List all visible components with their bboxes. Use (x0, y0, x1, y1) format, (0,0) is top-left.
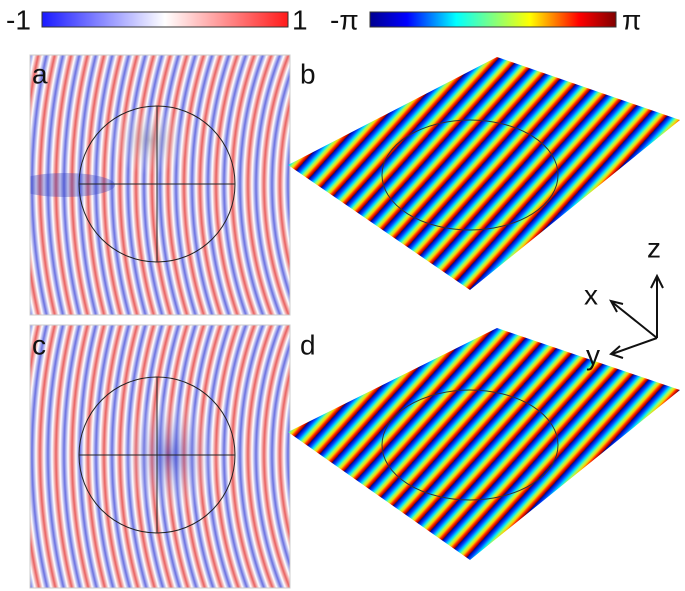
scatterer-outline (381, 389, 559, 501)
field-map (30, 55, 290, 315)
scatterer-outline (78, 105, 236, 263)
colorbar-max: π (622, 4, 641, 35)
phase-surface (288, 57, 680, 290)
panel-label: d (300, 329, 316, 360)
panel-label: c (32, 329, 46, 360)
axis-label: z (647, 232, 661, 263)
scatterer-outline (78, 376, 236, 534)
panel-label: a (32, 58, 48, 89)
scatterer-outline (381, 119, 559, 231)
panel-label: b (300, 58, 316, 89)
axis-label: y (586, 339, 600, 370)
panel-frame (29, 324, 291, 589)
colorbar-field (41, 11, 289, 28)
axis-triad (609, 273, 664, 359)
colorbar-min: -π (330, 4, 359, 35)
panel-frame (29, 54, 291, 316)
axis-label: x (584, 279, 598, 310)
colorbar-phase (369, 11, 617, 28)
colorbar-max: 1 (292, 4, 308, 35)
colorbar-min: -1 (6, 4, 31, 35)
phase-surface (288, 328, 680, 560)
field-map (30, 325, 290, 588)
